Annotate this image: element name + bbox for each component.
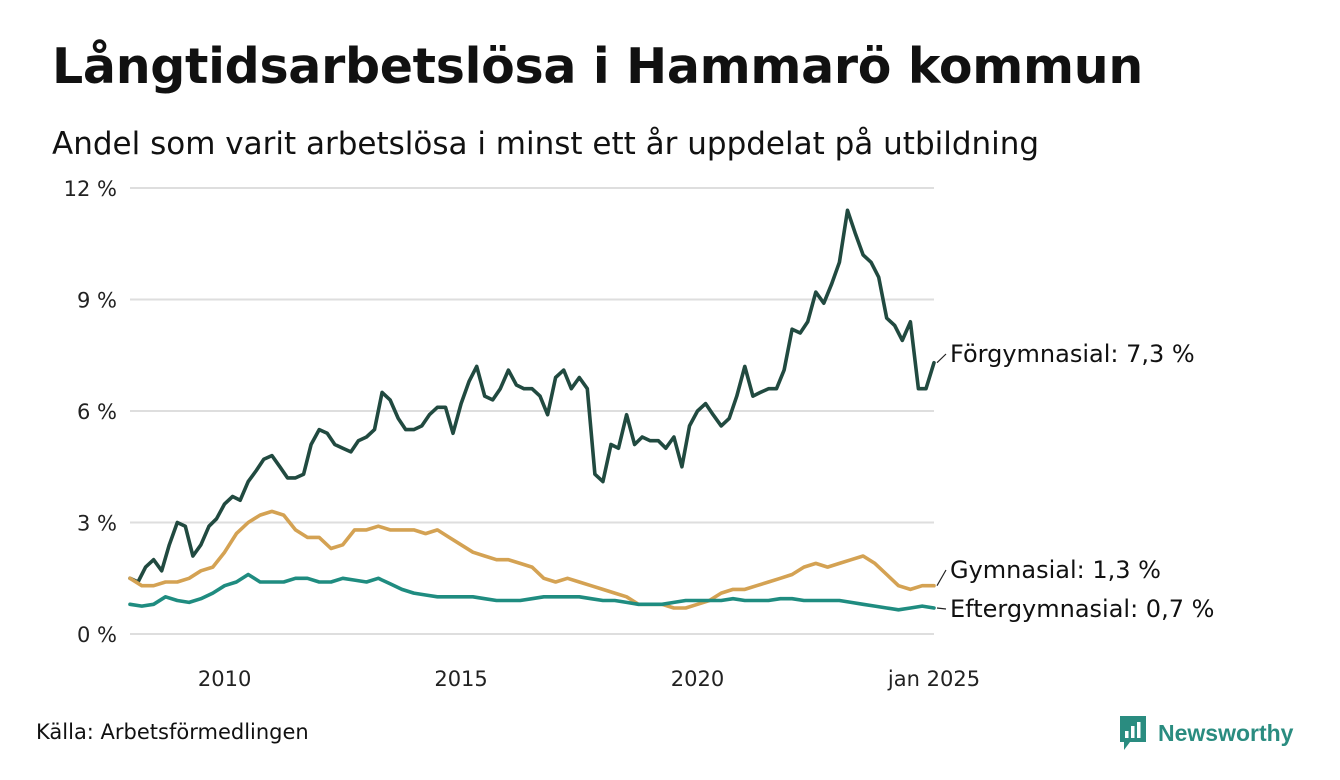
series-end-label-eftergymnasial: Eftergymnasial: 0,7 % (950, 595, 1214, 623)
x-tick-label: 2020 (671, 667, 724, 691)
y-tick-label: 0 % (77, 623, 117, 647)
y-tick-label: 6 % (77, 400, 117, 424)
chart-title: Långtidsarbetslösa i Hammarö kommun (52, 38, 1143, 95)
series-line-eftergymnasial (128, 572, 936, 612)
x-tick-label: 2010 (198, 667, 251, 691)
y-tick-label: 9 % (77, 289, 117, 313)
label-leader-line (936, 607, 947, 610)
source-note: Källa: Arbetsförmedlingen (36, 720, 309, 744)
newsworthy-logo: Newsworthy (1118, 714, 1293, 752)
series-line-förgymnasial (128, 208, 936, 584)
chart-subtitle: Andel som varit arbetslösa i minst ett å… (52, 126, 1040, 162)
series-line-gymnasial (128, 509, 936, 610)
series-end-label-förgymnasial: Förgymnasial: 7,3 % (950, 340, 1195, 368)
y-axis: 0 % 3 % 6 % 9 % 12 % (64, 177, 117, 647)
label-leader-line (936, 353, 947, 364)
series-end-labels: Förgymnasial: 7,3 % Gymnasial: 1,3 % Efter… (936, 340, 1214, 623)
grid-lines (130, 187, 934, 635)
x-axis: 2010 2015 2020 jan 2025 (198, 667, 980, 691)
series-lines (128, 208, 936, 612)
series-end-label-gymnasial: Gymnasial: 1,3 % (950, 556, 1161, 584)
newsworthy-logo-icon (1120, 716, 1146, 750)
label-leader-line (936, 569, 947, 586)
newsworthy-brand: Newsworthy (1158, 719, 1294, 746)
y-tick-label: 3 % (77, 512, 117, 536)
x-tick-label: 2015 (434, 667, 487, 691)
y-tick-label: 12 % (64, 177, 117, 201)
x-tick-label: jan 2025 (887, 667, 980, 691)
